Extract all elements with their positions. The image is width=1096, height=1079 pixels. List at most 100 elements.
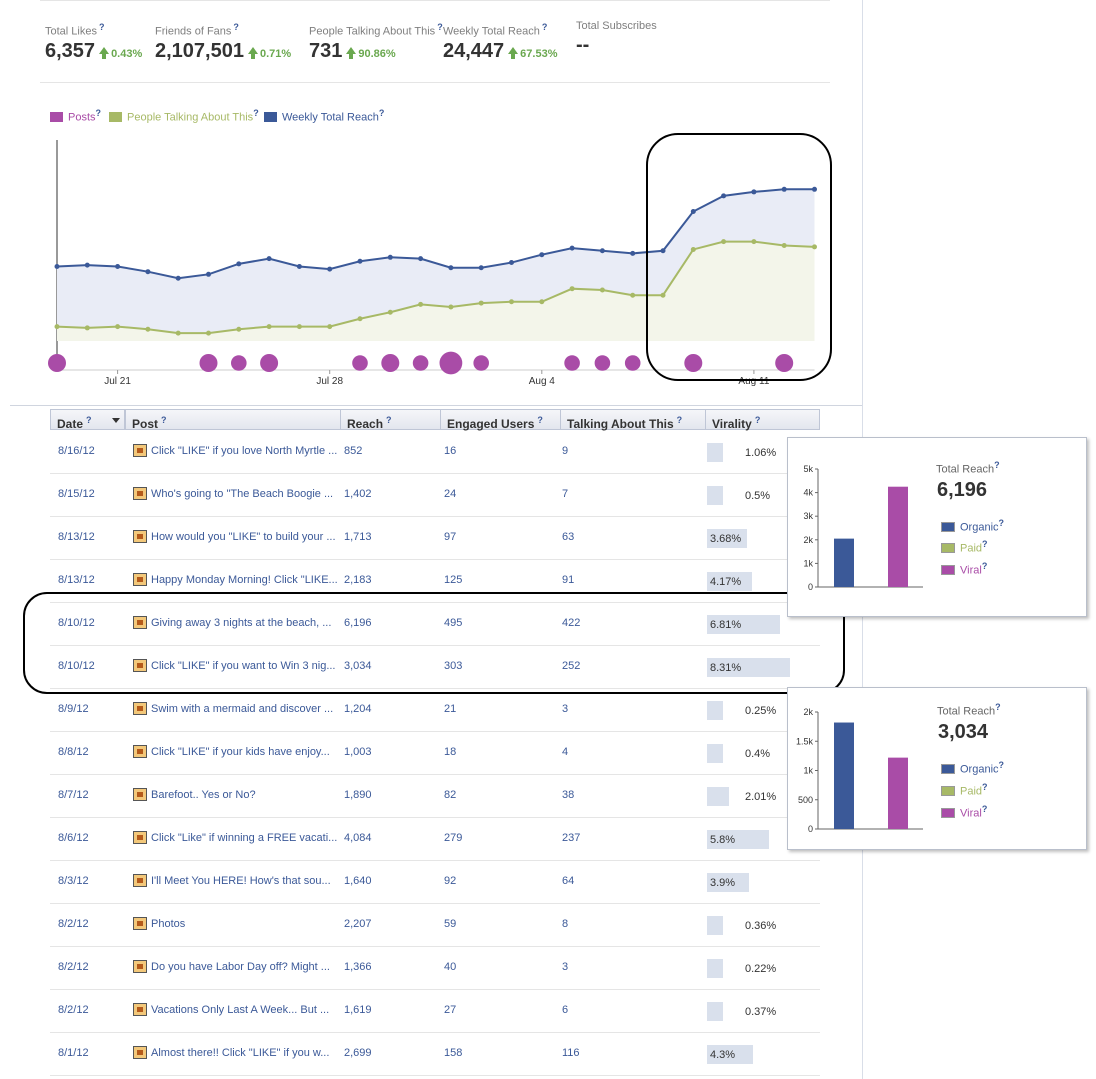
post-date[interactable]: 8/3/12 (58, 875, 89, 887)
help-icon[interactable]: ? (754, 415, 761, 425)
post-title[interactable]: Do you have Labor Day off? Might ... (151, 961, 330, 973)
post-reach[interactable]: 1,402 (344, 488, 372, 500)
photo-icon (133, 874, 147, 887)
post-reach[interactable]: 1,890 (344, 789, 372, 801)
table-row[interactable]: 8/13/12 Happy Monday Morning! Click "LIKE… (50, 559, 820, 603)
post-title[interactable]: Click "Like" if winning a FREE vacati... (151, 832, 338, 844)
legend-posts[interactable]: Posts? (50, 108, 101, 124)
table-row[interactable]: 8/8/12 Click "LIKE" if your kids have enj… (50, 731, 820, 775)
post-date[interactable]: 8/2/12 (58, 961, 89, 973)
kpi-divider (40, 82, 830, 83)
post-date[interactable]: 8/13/12 (58, 531, 95, 543)
post-title[interactable]: How would you "LIKE" to build your ... (151, 531, 336, 543)
post-reach[interactable]: 1,640 (344, 875, 372, 887)
table-row[interactable]: 8/9/12 Swim with a mermaid and discover .… (50, 688, 820, 732)
table-row[interactable]: 8/2/12 Do you have Labor Day off? Might .… (50, 946, 820, 990)
post-date[interactable]: 8/1/12 (58, 1047, 89, 1059)
post-title[interactable]: Happy Monday Morning! Click "LIKE... (151, 574, 338, 586)
post-title[interactable]: Barefoot.. Yes or No? (151, 789, 256, 801)
table-row[interactable]: 8/6/12 Click "Like" if winning a FREE vac… (50, 817, 820, 861)
col-talking[interactable]: Talking About This? (560, 409, 706, 431)
help-icon[interactable]: ? (161, 415, 167, 425)
post-reach[interactable]: 1,204 (344, 703, 372, 715)
kpi-weekly-reach: Weekly Total Reach? 24,447 67.53% (443, 22, 557, 63)
post-reach[interactable]: 1,003 (344, 746, 372, 758)
table-row[interactable]: 8/2/12 Photos 2,207 59 8 0.36% (50, 903, 820, 947)
reach-breakdown-popup: 0 500 1k 1.5k 2k Total Reach? 3,034 Organic?… (787, 687, 1087, 850)
kpi-value: 2,107,501 (155, 39, 244, 62)
help-icon[interactable]: ? (998, 518, 1005, 528)
popup-title: Total Reach (937, 705, 996, 718)
help-icon[interactable]: ? (86, 415, 92, 425)
table-row[interactable]: 8/13/12 How would you "LIKE" to build you… (50, 516, 820, 560)
help-icon[interactable]: ? (982, 782, 988, 792)
help-icon[interactable]: ? (676, 415, 683, 425)
help-icon[interactable]: ? (253, 108, 259, 118)
col-engaged[interactable]: Engaged Users? (440, 409, 561, 431)
post-reach[interactable]: 1,366 (344, 961, 372, 973)
post-title[interactable]: Click "LIKE" if you love North Myrtle ..… (151, 445, 338, 457)
post-reach[interactable]: 1,713 (344, 531, 372, 543)
post-title[interactable]: Photos (151, 918, 186, 930)
table-row[interactable]: 8/10/12 Click "LIKE" if you want to Win 3… (50, 645, 820, 689)
help-icon[interactable]: ? (998, 760, 1005, 770)
help-icon[interactable]: ? (98, 22, 105, 32)
legend-reach[interactable]: Weekly Total Reach? (264, 108, 384, 124)
help-icon[interactable]: ? (386, 415, 392, 425)
reach-point (54, 263, 60, 269)
post-date[interactable]: 8/7/12 (58, 789, 89, 801)
table-row[interactable]: 8/16/12 Click "LIKE" if you love North My… (50, 430, 820, 474)
col-reach[interactable]: Reach? (340, 409, 441, 431)
post-date[interactable]: 8/2/12 (58, 918, 89, 930)
post-date[interactable]: 8/9/12 (58, 703, 89, 715)
col-label: Talking About This (567, 417, 674, 431)
table-row[interactable]: 8/15/12 Who's going to "The Beach Boogie … (50, 473, 820, 517)
table-row[interactable]: 8/2/12 Vacations Only Last A Week... But … (50, 989, 820, 1033)
post-reach[interactable]: 2,699 (344, 1047, 372, 1059)
post-date[interactable]: 8/15/12 (58, 488, 95, 500)
post-date[interactable]: 8/8/12 (58, 746, 89, 758)
post-reach[interactable]: 852 (344, 445, 363, 457)
post-title[interactable]: Swim with a mermaid and discover ... (151, 703, 334, 715)
post-title[interactable]: I'll Meet You HERE! How's that sou... (151, 875, 331, 887)
post-reach[interactable]: 1,619 (344, 1004, 372, 1016)
post-date[interactable]: 8/10/12 (58, 660, 95, 672)
post-reach[interactable]: 6,196 (344, 617, 372, 629)
col-post[interactable]: Post? (125, 409, 341, 431)
post-reach[interactable]: 2,183 (344, 574, 372, 586)
help-icon[interactable]: ? (437, 22, 443, 32)
col-virality[interactable]: Virality? (705, 409, 820, 431)
post-title[interactable]: Click "LIKE" if your kids have enjoy... (151, 746, 330, 758)
post-date[interactable]: 8/10/12 (58, 617, 95, 629)
post-reach[interactable]: 3,034 (344, 660, 372, 672)
post-title[interactable]: Vacations Only Last A Week... But ... (151, 1004, 330, 1016)
table-row[interactable]: 8/7/12 Barefoot.. Yes or No? 1,890 82 38 2.01… (50, 774, 820, 818)
post-title[interactable]: Almost there!! Click "LIKE" if you w... (151, 1047, 330, 1059)
table-row[interactable]: 8/1/12 Almost there!! Click "LIKE" if you… (50, 1032, 820, 1076)
help-icon[interactable]: ? (541, 22, 548, 32)
post-date[interactable]: 8/16/12 (58, 445, 95, 457)
legend-talking[interactable]: People Talking About This? (109, 108, 259, 124)
help-icon[interactable]: ? (994, 460, 1000, 470)
help-icon[interactable]: ? (995, 702, 1001, 712)
help-icon[interactable]: ? (537, 415, 543, 425)
help-icon[interactable]: ? (233, 22, 239, 32)
help-icon[interactable]: ? (982, 539, 988, 549)
post-date[interactable]: 8/2/12 (58, 1004, 89, 1016)
post-date[interactable]: 8/13/12 (58, 574, 95, 586)
table-row[interactable]: 8/10/12 Giving away 3 nights at the beach… (50, 602, 820, 646)
post-title[interactable]: Who's going to "The Beach Boogie ... (151, 488, 334, 500)
help-icon[interactable]: ? (981, 804, 988, 814)
post-title[interactable]: Click "LIKE" if you want to Win 3 nig... (151, 660, 336, 672)
table-row[interactable]: 8/3/12 I'll Meet You HERE! How's that sou… (50, 860, 820, 904)
post-reach[interactable]: 4,084 (344, 832, 372, 844)
post-reach[interactable]: 2,207 (344, 918, 372, 930)
post-date[interactable]: 8/6/12 (58, 832, 89, 844)
help-icon[interactable]: ? (95, 108, 102, 118)
help-icon[interactable]: ? (981, 561, 988, 571)
col-label: Reach (347, 417, 384, 431)
sort-down-icon[interactable] (112, 418, 120, 423)
post-title[interactable]: Giving away 3 nights at the beach, ... (151, 617, 332, 629)
col-date[interactable]: Date? (50, 409, 125, 431)
help-icon[interactable]: ? (378, 108, 385, 118)
